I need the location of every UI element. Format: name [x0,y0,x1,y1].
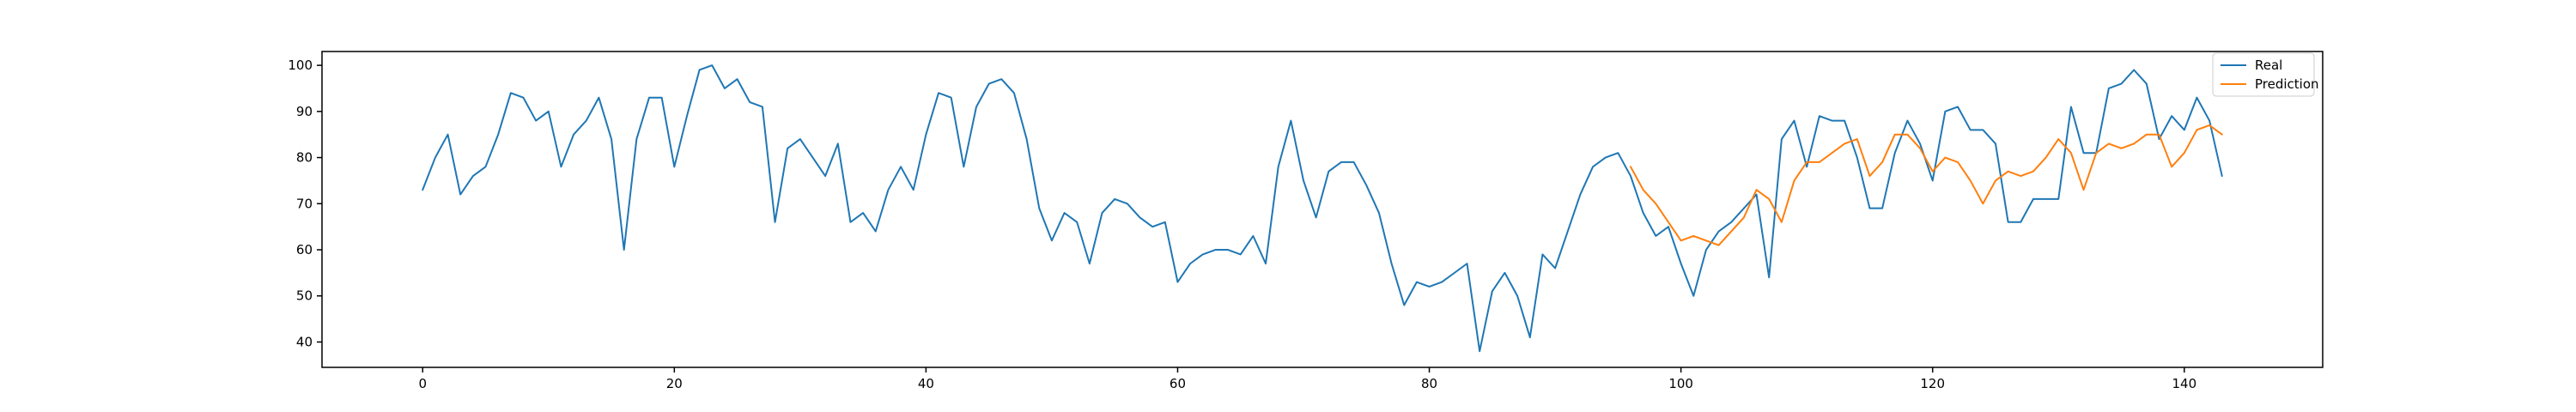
x-tick-label: 20 [666,376,683,391]
y-tick-label: 60 [296,242,313,258]
x-tick-label: 60 [1170,376,1186,391]
plot-frame [321,51,2324,368]
legend: Real Prediction [2212,52,2319,97]
series-layer [422,64,2223,353]
y-tick-label: 40 [296,334,313,349]
y-tick-label: 80 [296,150,313,166]
x-tick-label: 100 [1668,376,1693,391]
y-tick-label: 50 [296,288,313,304]
series-line-real [422,64,2223,353]
legend-box [2212,52,2315,97]
x-tick-label: 40 [918,376,934,391]
y-tick-label: 100 [288,58,313,73]
y-tick-label: 90 [296,104,313,119]
x-tick-label: 80 [1421,376,1437,391]
axes-layer: 0 20 40 60 80 100 120 140 40 50 60 70 80 90 100 [288,51,2324,391]
y-tick-label: 70 [296,196,313,211]
series-line-prediction [1630,124,2223,246]
legend-label-real: Real [2255,58,2282,73]
legend-label-prediction: Prediction [2255,76,2319,92]
x-tick-label: 120 [1920,376,1945,391]
x-tick-label: 140 [2172,376,2196,391]
x-tick-label: 0 [418,376,427,391]
